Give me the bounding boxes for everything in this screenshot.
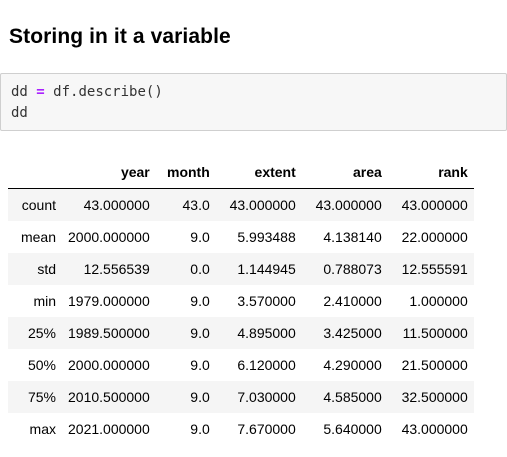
table-cell: 6.120000 [237,357,296,373]
table-cell: 43.000000 [229,197,296,213]
row-label: std [37,261,56,277]
column-header-month: month [155,156,216,189]
index-header [8,156,62,189]
column-header-year: year [62,156,156,189]
code-line-2: dd [11,105,28,121]
table-cell: 43.000000 [83,197,150,213]
table-body: count 43.000000 43.0 43.000000 43.000000 43.0… [8,188,474,446]
code-line-1: dd = df.describe() [11,82,163,102]
table-cell: 9.0 [190,421,210,437]
section-heading: Storing in it a variable [9,25,231,48]
row-label: 50% [27,357,56,373]
column-header-area: area [301,156,388,189]
table-cell: 0.788073 [323,261,382,277]
table-cell: 2010.500000 [68,389,150,405]
header-row: year month extent area rank [8,156,474,189]
table-cell: 9.0 [190,389,210,405]
table-row: 25% 1989.500000 9.0 4.895000 3.425000 11.5000… [8,317,474,349]
table-cell: 11.500000 [402,325,468,341]
table-header: year month extent area rank [8,156,474,189]
table-cell: 1.000000 [409,293,468,309]
table-cell: 0.0 [190,261,210,277]
table-cell: 12.555591 [401,261,468,277]
table-cell: 9.0 [190,229,210,245]
column-header-extent: extent [215,156,302,189]
table-cell: 22.000000 [401,229,468,245]
table-cell: 21.500000 [401,357,468,373]
code-variable: dd [11,84,28,100]
table-cell: 1979.000000 [68,293,150,309]
table-cell: 12.556539 [83,261,150,277]
table-cell: 4.290000 [323,357,382,373]
table-cell: 43.000000 [401,197,468,213]
table-cell: 7.670000 [237,421,296,437]
row-label: mean [20,229,56,245]
describe-output-table: year month extent area rank count 43.0000… [8,156,474,445]
table-row: std 12.556539 0.0 1.144945 0.788073 12.555591 [8,253,474,285]
table-row: mean 2000.000000 9.0 5.993488 4.138140 22.000… [8,221,474,253]
table-cell: 7.030000 [237,389,296,405]
table-cell: 9.0 [190,293,210,309]
table-cell: 3.570000 [237,293,296,309]
table-cell: 9.0 [190,325,210,341]
table-cell: 43.000000 [315,197,382,213]
table-cell: 9.0 [190,357,210,373]
row-label: 75% [27,389,56,405]
table-cell: 5.640000 [323,421,382,437]
code-operator: = [36,84,45,100]
table-cell: 32.500000 [401,389,468,405]
table-cell: 2000.000000 [68,229,150,245]
table-cell: 1.144945 [237,261,296,277]
table-cell: 43.000000 [401,421,468,437]
table-cell: 1989.500000 [68,325,150,341]
row-label: count [21,197,56,213]
table-row: 50% 2000.000000 9.0 6.120000 4.290000 21.5000… [8,349,474,381]
table-cell: 4.138140 [323,229,382,245]
table-row: 75% 2010.500000 9.0 7.030000 4.585000 32.5000… [8,381,474,413]
row-label: 25% [27,325,56,341]
table-cell: 2000.000000 [68,357,150,373]
row-label: min [33,293,56,309]
code-expression: df.describe() [53,84,163,100]
code-cell[interactable]: dd = df.describe() dd [0,73,507,131]
table-cell: 43.0 [182,197,210,213]
table-row: max 2021.000000 9.0 7.670000 5.640000 43.0000… [8,413,474,445]
table-cell: 2021.000000 [68,421,150,437]
table-cell: 4.895000 [237,325,296,341]
table-cell: 4.585000 [323,389,382,405]
table-cell: 3.425000 [323,325,382,341]
table-row: count 43.000000 43.0 43.000000 43.000000 43.0… [8,188,474,221]
table-row: min 1979.000000 9.0 3.570000 2.410000 1.00000… [8,285,474,317]
row-label: max [29,421,56,437]
column-header-rank: rank [387,156,474,189]
table-cell: 5.993488 [237,229,296,245]
table-cell: 2.410000 [323,293,382,309]
